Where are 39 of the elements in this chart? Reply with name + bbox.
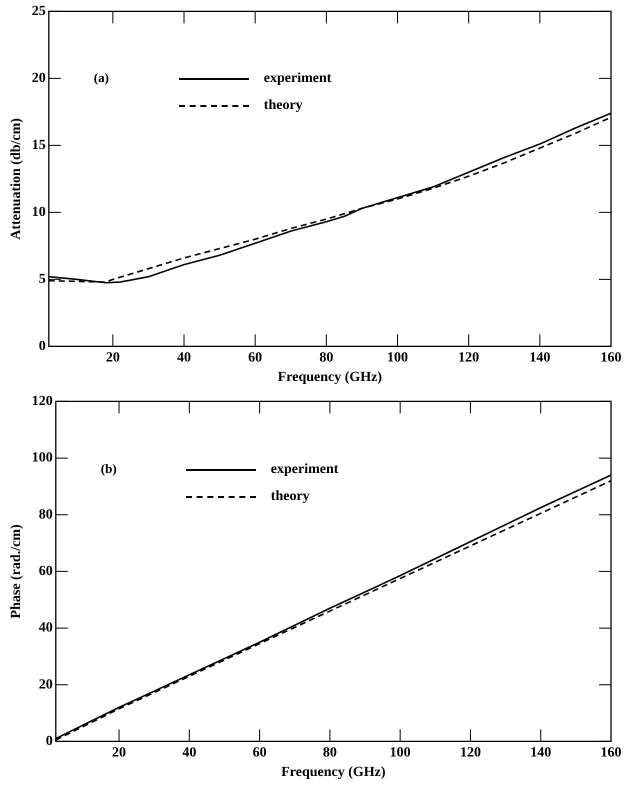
legend-label: experiment bbox=[270, 461, 338, 480]
x-tick-label: 100 bbox=[390, 745, 411, 760]
x-axis-title: Frequency (GHz) bbox=[278, 370, 382, 386]
y-tick-label: 100 bbox=[32, 450, 53, 466]
x-tick-label: 140 bbox=[530, 745, 552, 760]
y-tick-label: 20 bbox=[38, 677, 53, 692]
y-axis-title: Phase (rad./cm) bbox=[9, 524, 24, 618]
annotation: (b) bbox=[100, 460, 117, 476]
y-tick-label: 0 bbox=[46, 734, 53, 750]
y-tick-label: 120 bbox=[32, 394, 53, 410]
x-tick-label: 120 bbox=[458, 350, 480, 366]
y-tick-label: 0 bbox=[38, 339, 46, 354]
y-tick-label: 10 bbox=[32, 205, 46, 220]
x-tick-label: 160 bbox=[600, 745, 622, 760]
y-axis-title: Attenuation (db/cm) bbox=[9, 118, 24, 240]
legend-label: theory bbox=[264, 97, 303, 116]
y-tick-label: 80 bbox=[38, 507, 53, 522]
x-tick-label: 140 bbox=[529, 350, 550, 366]
y-tick-label: 25 bbox=[32, 4, 46, 20]
y-tick-label: 5 bbox=[38, 272, 46, 288]
x-tick-label: 40 bbox=[182, 745, 196, 760]
x-axis-title: Frequency (GHz) bbox=[281, 765, 386, 780]
y-tick-label: 20 bbox=[32, 71, 46, 86]
x-tick-label: 100 bbox=[387, 350, 408, 366]
x-tick-label: 20 bbox=[106, 350, 120, 366]
legend-label: experiment bbox=[264, 70, 332, 88]
x-tick-label: 60 bbox=[248, 350, 262, 366]
x-tick-label: 60 bbox=[252, 745, 267, 760]
x-tick-label: 20 bbox=[112, 745, 126, 760]
y-tick-label: 40 bbox=[38, 620, 53, 636]
x-tick-label: 120 bbox=[460, 745, 481, 760]
x-tick-label: 160 bbox=[600, 350, 622, 366]
y-tick-label: 60 bbox=[38, 564, 53, 580]
annotation: (a) bbox=[94, 70, 109, 85]
x-tick-label: 80 bbox=[319, 350, 334, 366]
y-tick-label: 15 bbox=[32, 138, 46, 154]
legend-label: theory bbox=[270, 488, 310, 506]
x-tick-label: 40 bbox=[177, 350, 192, 366]
x-tick-label: 80 bbox=[322, 745, 337, 760]
